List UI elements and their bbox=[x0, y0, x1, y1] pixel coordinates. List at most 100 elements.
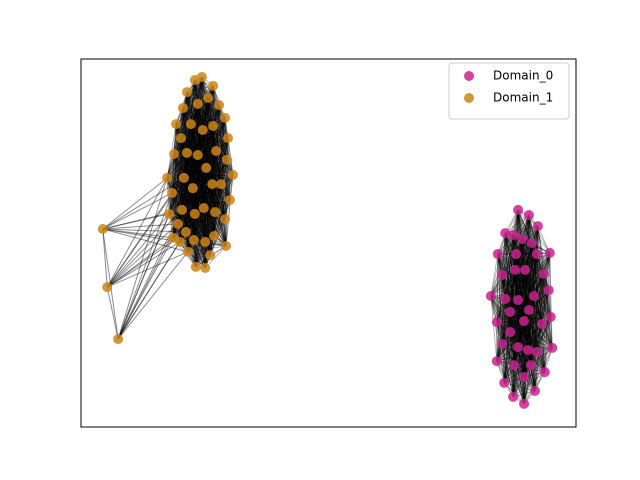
edge bbox=[172, 192, 231, 201]
edge bbox=[514, 269, 530, 311]
edge bbox=[187, 137, 229, 252]
node bbox=[223, 133, 234, 144]
edge bbox=[187, 218, 226, 253]
edge bbox=[117, 192, 173, 340]
edge bbox=[180, 137, 234, 176]
node bbox=[177, 102, 188, 113]
edge bbox=[517, 253, 538, 348]
edge bbox=[515, 253, 550, 291]
edge bbox=[117, 241, 181, 340]
edge bbox=[207, 97, 213, 185]
node bbox=[510, 264, 521, 275]
edge bbox=[181, 159, 228, 211]
edge bbox=[180, 104, 220, 139]
edge bbox=[501, 274, 530, 311]
edge bbox=[509, 295, 535, 333]
edge bbox=[512, 371, 546, 398]
edge bbox=[497, 253, 529, 351]
edge bbox=[536, 226, 539, 352]
edge bbox=[197, 137, 229, 156]
edge bbox=[509, 273, 545, 333]
edge bbox=[172, 97, 209, 238]
edge bbox=[541, 273, 545, 324]
edge bbox=[504, 269, 526, 300]
edge bbox=[187, 211, 216, 253]
edge bbox=[197, 154, 216, 213]
edge bbox=[513, 365, 525, 404]
edge bbox=[503, 269, 516, 383]
edge bbox=[171, 124, 192, 194]
edge bbox=[504, 233, 525, 378]
edge bbox=[517, 299, 551, 318]
edge bbox=[166, 76, 203, 178]
node bbox=[544, 247, 555, 258]
edge bbox=[171, 138, 182, 194]
edge bbox=[496, 321, 525, 378]
edge bbox=[186, 92, 205, 209]
edge bbox=[102, 228, 108, 288]
edge bbox=[181, 209, 197, 268]
edge bbox=[181, 154, 199, 210]
edge bbox=[186, 152, 216, 213]
node bbox=[511, 249, 522, 260]
edge bbox=[168, 129, 204, 215]
edge bbox=[530, 242, 533, 366]
node bbox=[526, 238, 537, 248]
edge bbox=[192, 187, 216, 213]
edge bbox=[106, 241, 181, 288]
edge bbox=[211, 85, 214, 185]
edge bbox=[490, 225, 539, 297]
edge bbox=[173, 153, 194, 189]
node bbox=[181, 147, 192, 158]
edge bbox=[171, 192, 181, 242]
edge bbox=[527, 316, 552, 351]
edge bbox=[501, 274, 538, 353]
edge bbox=[202, 129, 213, 185]
edge bbox=[177, 92, 188, 224]
edge bbox=[510, 331, 553, 349]
edge bbox=[183, 97, 209, 178]
edge bbox=[186, 125, 214, 154]
edge bbox=[175, 97, 209, 125]
edge bbox=[190, 124, 207, 169]
edge bbox=[190, 123, 222, 185]
edge bbox=[214, 174, 234, 213]
edge bbox=[175, 104, 220, 125]
edge bbox=[503, 254, 517, 383]
edge bbox=[490, 269, 526, 297]
edge bbox=[214, 138, 229, 213]
edge bbox=[186, 92, 207, 169]
edge bbox=[502, 253, 538, 276]
edge bbox=[509, 311, 529, 351]
edge bbox=[527, 289, 550, 351]
edge bbox=[536, 252, 551, 352]
edge bbox=[512, 365, 515, 397]
edge bbox=[502, 274, 549, 291]
edge bbox=[501, 274, 529, 351]
edge bbox=[193, 117, 226, 241]
edge bbox=[512, 273, 545, 397]
edge bbox=[497, 253, 552, 318]
edge bbox=[501, 233, 506, 344]
edge bbox=[512, 347, 519, 397]
node bbox=[227, 169, 238, 180]
edge bbox=[209, 174, 234, 256]
nodes bbox=[97, 72, 558, 409]
edge bbox=[212, 85, 217, 152]
edge bbox=[186, 152, 196, 214]
edge bbox=[204, 150, 217, 269]
edge bbox=[497, 253, 543, 325]
edge bbox=[517, 347, 525, 378]
edge bbox=[523, 253, 538, 377]
edge bbox=[501, 225, 539, 276]
edge bbox=[204, 184, 213, 242]
edge bbox=[193, 218, 226, 241]
edge bbox=[521, 238, 525, 377]
edge bbox=[204, 85, 214, 242]
edge bbox=[523, 347, 553, 378]
edge bbox=[523, 273, 545, 404]
edge bbox=[528, 214, 553, 348]
edge bbox=[171, 150, 217, 194]
edge bbox=[117, 213, 170, 340]
edge bbox=[193, 199, 231, 241]
